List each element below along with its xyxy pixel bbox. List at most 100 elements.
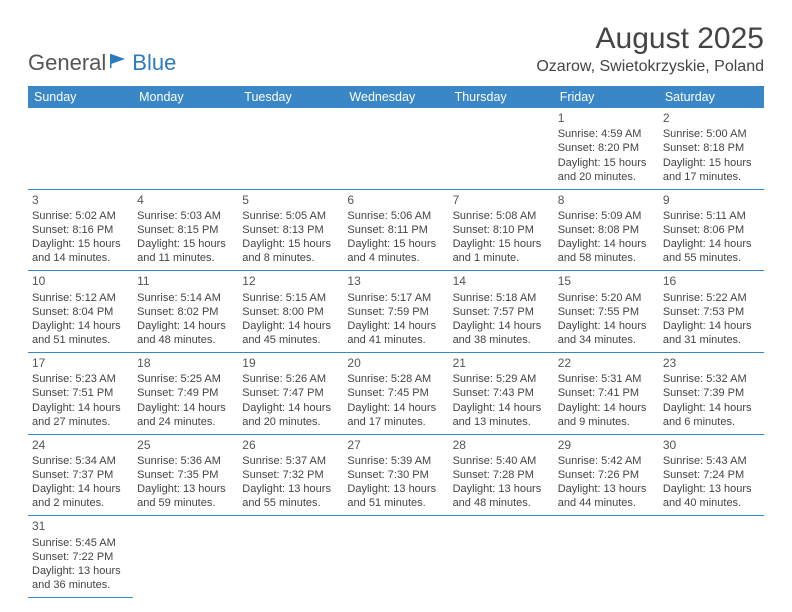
daylight-text: Daylight: 14 hours and 45 minutes. (242, 319, 339, 347)
day-number: 20 (347, 356, 444, 371)
sunset-text: Sunset: 7:53 PM (663, 305, 760, 319)
sunrise-text: Sunrise: 5:22 AM (663, 291, 760, 305)
calendar-cell: 21Sunrise: 5:29 AMSunset: 7:43 PMDayligh… (449, 353, 554, 435)
sunrise-text: Sunrise: 5:06 AM (347, 209, 444, 223)
daylight-text: Daylight: 14 hours and 51 minutes. (32, 319, 129, 347)
daylight-text: Daylight: 15 hours and 11 minutes. (137, 237, 234, 265)
calendar-cell (133, 516, 238, 598)
day-header: Saturday (659, 86, 764, 108)
calendar-cell (238, 516, 343, 598)
calendar-cell (554, 516, 659, 598)
daylight-text: Daylight: 14 hours and 58 minutes. (558, 237, 655, 265)
sunrise-text: Sunrise: 5:09 AM (558, 209, 655, 223)
month-title: August 2025 (536, 22, 764, 56)
sunset-text: Sunset: 8:20 PM (558, 141, 655, 155)
calendar-cell (343, 516, 448, 598)
calendar-cell: 8Sunrise: 5:09 AMSunset: 8:08 PMDaylight… (554, 189, 659, 271)
sunset-text: Sunset: 7:47 PM (242, 386, 339, 400)
sunrise-text: Sunrise: 5:08 AM (453, 209, 550, 223)
calendar-cell: 1Sunrise: 4:59 AMSunset: 8:20 PMDaylight… (554, 108, 659, 189)
sunset-text: Sunset: 7:35 PM (137, 468, 234, 482)
calendar-row: 10Sunrise: 5:12 AMSunset: 8:04 PMDayligh… (28, 271, 764, 353)
day-number: 28 (453, 438, 550, 453)
sunrise-text: Sunrise: 5:20 AM (558, 291, 655, 305)
calendar-row: 3Sunrise: 5:02 AMSunset: 8:16 PMDaylight… (28, 189, 764, 271)
sunrise-text: Sunrise: 5:28 AM (347, 372, 444, 386)
logo-text-blue: Blue (132, 50, 176, 76)
sunrise-text: Sunrise: 5:37 AM (242, 454, 339, 468)
daylight-text: Daylight: 15 hours and 8 minutes. (242, 237, 339, 265)
daylight-text: Daylight: 14 hours and 24 minutes. (137, 401, 234, 429)
day-number: 15 (558, 274, 655, 289)
day-number: 3 (32, 193, 129, 208)
daylight-text: Daylight: 14 hours and 55 minutes. (663, 237, 760, 265)
calendar-cell: 25Sunrise: 5:36 AMSunset: 7:35 PMDayligh… (133, 434, 238, 516)
calendar-cell: 13Sunrise: 5:17 AMSunset: 7:59 PMDayligh… (343, 271, 448, 353)
day-header: Friday (554, 86, 659, 108)
calendar-cell (449, 516, 554, 598)
sunrise-text: Sunrise: 5:18 AM (453, 291, 550, 305)
daylight-text: Daylight: 15 hours and 20 minutes. (558, 156, 655, 184)
calendar-cell: 31Sunrise: 5:45 AMSunset: 7:22 PMDayligh… (28, 516, 133, 598)
day-header: Thursday (449, 86, 554, 108)
sunset-text: Sunset: 8:02 PM (137, 305, 234, 319)
day-number: 10 (32, 274, 129, 289)
sunset-text: Sunset: 7:30 PM (347, 468, 444, 482)
daylight-text: Daylight: 13 hours and 48 minutes. (453, 482, 550, 510)
calendar-cell (449, 108, 554, 189)
daylight-text: Daylight: 13 hours and 51 minutes. (347, 482, 444, 510)
calendar-row: 24Sunrise: 5:34 AMSunset: 7:37 PMDayligh… (28, 434, 764, 516)
calendar-cell: 5Sunrise: 5:05 AMSunset: 8:13 PMDaylight… (238, 189, 343, 271)
day-number: 16 (663, 274, 760, 289)
sunrise-text: Sunrise: 5:39 AM (347, 454, 444, 468)
calendar-cell: 22Sunrise: 5:31 AMSunset: 7:41 PMDayligh… (554, 353, 659, 435)
sunrise-text: Sunrise: 5:40 AM (453, 454, 550, 468)
sunrise-text: Sunrise: 5:29 AM (453, 372, 550, 386)
sunset-text: Sunset: 8:18 PM (663, 141, 760, 155)
calendar-cell: 10Sunrise: 5:12 AMSunset: 8:04 PMDayligh… (28, 271, 133, 353)
day-header: Monday (133, 86, 238, 108)
calendar-cell: 27Sunrise: 5:39 AMSunset: 7:30 PMDayligh… (343, 434, 448, 516)
day-number: 31 (32, 519, 129, 534)
day-number: 23 (663, 356, 760, 371)
calendar-cell: 4Sunrise: 5:03 AMSunset: 8:15 PMDaylight… (133, 189, 238, 271)
daylight-text: Daylight: 14 hours and 2 minutes. (32, 482, 129, 510)
day-number: 17 (32, 356, 129, 371)
sunrise-text: Sunrise: 5:43 AM (663, 454, 760, 468)
daylight-text: Daylight: 13 hours and 55 minutes. (242, 482, 339, 510)
sunrise-text: Sunrise: 5:31 AM (558, 372, 655, 386)
day-number: 18 (137, 356, 234, 371)
day-header: Tuesday (238, 86, 343, 108)
calendar-cell: 3Sunrise: 5:02 AMSunset: 8:16 PMDaylight… (28, 189, 133, 271)
sunset-text: Sunset: 8:15 PM (137, 223, 234, 237)
sunset-text: Sunset: 7:24 PM (663, 468, 760, 482)
daylight-text: Daylight: 14 hours and 48 minutes. (137, 319, 234, 347)
day-number: 11 (137, 274, 234, 289)
daylight-text: Daylight: 14 hours and 17 minutes. (347, 401, 444, 429)
calendar-table: SundayMondayTuesdayWednesdayThursdayFrid… (28, 86, 764, 598)
day-number: 19 (242, 356, 339, 371)
daylight-text: Daylight: 14 hours and 13 minutes. (453, 401, 550, 429)
sunset-text: Sunset: 7:51 PM (32, 386, 129, 400)
day-number: 4 (137, 193, 234, 208)
calendar-cell: 19Sunrise: 5:26 AMSunset: 7:47 PMDayligh… (238, 353, 343, 435)
calendar-cell: 15Sunrise: 5:20 AMSunset: 7:55 PMDayligh… (554, 271, 659, 353)
daylight-text: Daylight: 13 hours and 59 minutes. (137, 482, 234, 510)
day-number: 21 (453, 356, 550, 371)
day-number: 14 (453, 274, 550, 289)
calendar-cell: 28Sunrise: 5:40 AMSunset: 7:28 PMDayligh… (449, 434, 554, 516)
calendar-cell: 2Sunrise: 5:00 AMSunset: 8:18 PMDaylight… (659, 108, 764, 189)
sunset-text: Sunset: 7:37 PM (32, 468, 129, 482)
day-number: 13 (347, 274, 444, 289)
calendar-cell: 20Sunrise: 5:28 AMSunset: 7:45 PMDayligh… (343, 353, 448, 435)
day-number: 1 (558, 111, 655, 126)
sunset-text: Sunset: 8:06 PM (663, 223, 760, 237)
day-header: Wednesday (343, 86, 448, 108)
sunset-text: Sunset: 8:10 PM (453, 223, 550, 237)
day-number: 24 (32, 438, 129, 453)
calendar-cell: 6Sunrise: 5:06 AMSunset: 8:11 PMDaylight… (343, 189, 448, 271)
daylight-text: Daylight: 14 hours and 20 minutes. (242, 401, 339, 429)
calendar-cell (238, 108, 343, 189)
sunset-text: Sunset: 7:45 PM (347, 386, 444, 400)
sunset-text: Sunset: 8:04 PM (32, 305, 129, 319)
